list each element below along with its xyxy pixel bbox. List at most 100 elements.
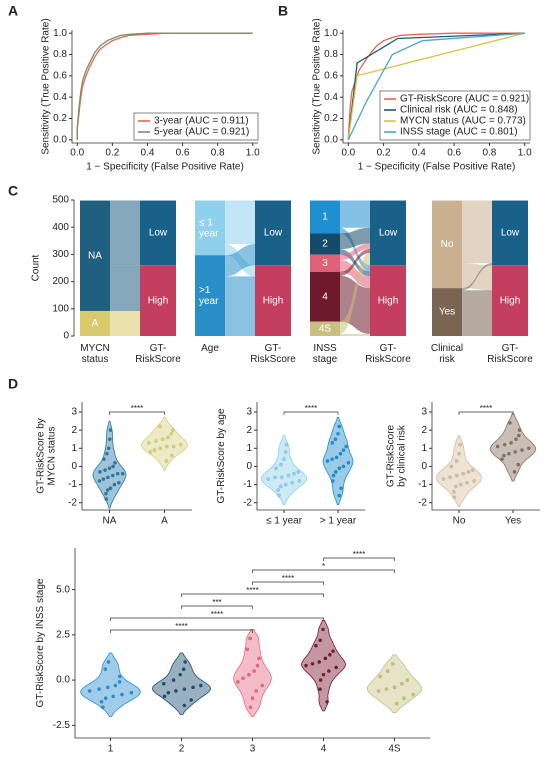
data-point [170,428,175,432]
y-axis-label: GT-RiskScoreby clinical risk [385,424,407,487]
data-point [297,479,302,483]
data-point [169,431,174,436]
stratum-label: >1 year [199,285,219,307]
stratum [310,233,340,255]
x-tick-label: Yes [505,516,521,527]
data-point [286,473,291,478]
axis-label-line: GT- [265,343,282,354]
y-tick-label: 0 [246,461,252,472]
violin [436,435,482,507]
data-point [334,455,339,460]
data-point [171,444,176,449]
x-tick-label: 1.0 [246,148,260,159]
data-point [161,681,166,686]
y-axis-label-line: GT-RiskScore by INSS stage [35,578,46,707]
stratum [255,265,291,336]
data-point [466,470,471,474]
data-point [304,663,308,668]
y-axis-label: GT-RiskScore by age [216,408,227,503]
data-point [108,486,113,491]
data-point [514,437,518,442]
significance-label: **** [131,404,143,413]
data-point [189,698,194,702]
significance-label: **** [211,610,223,619]
data-point [257,656,261,661]
data-point [454,473,459,478]
data-point [247,672,251,677]
flow [225,244,255,277]
legend-box [379,90,531,141]
flow [110,265,140,311]
data-point [154,439,158,443]
y-tick-label: 0.0 [324,134,338,145]
data-point [255,663,260,668]
data-point [252,669,256,673]
axis-label: GT-RiskScore [135,343,181,365]
y-axis-label: GT-RiskScore by INSS stage [35,578,46,707]
violin [489,413,537,482]
stratum-label: High [263,295,284,306]
data-point [517,428,522,432]
data-point [330,479,335,483]
stratum [310,254,340,272]
x-tick-label: 1.0 [518,148,532,159]
data-point [325,459,330,463]
data-point [120,692,124,697]
data-point [400,681,404,686]
x-tick-label: 0.6 [176,148,190,159]
y-tick-label: 0 [71,461,77,472]
y-tick-label: 1 [71,443,77,454]
data-point [453,484,458,489]
significance-label: *** [212,598,221,607]
x-tick-label: 0.4 [140,148,154,159]
data-point [148,450,153,454]
y-tick-label: 5.0 [56,584,70,595]
data-point [441,477,446,481]
data-point [337,466,342,471]
axis-label: MYCN status [80,343,109,365]
data-point [339,486,343,491]
data-point [318,638,323,643]
y-tick-label: 100 [52,303,69,314]
data-point [331,473,336,478]
data-point [105,488,110,492]
axis-label-line: INSS [313,343,337,354]
data-point [325,699,329,704]
data-point [101,477,106,481]
x-tick-label: 0.4 [412,148,426,159]
data-point [274,466,278,471]
data-point [384,687,389,691]
data-point [103,696,108,701]
y-tick-label: 1 [246,443,252,454]
stratum-label: High [500,295,521,306]
significance-bracket [458,411,514,415]
stratum-label: Low [149,228,168,239]
flow [340,243,370,261]
data-point [284,442,289,447]
axis-label: GT-RiskScore [250,343,296,365]
data-point [326,669,331,673]
y-tick-label: 1.0 [53,28,67,39]
flow [340,253,370,334]
x-tick-label: NA [103,516,117,527]
data-point [520,448,524,452]
data-point [390,661,395,666]
x-tick-label: 2 [179,744,185,755]
data-point [526,446,531,451]
y-axis-label: Count [31,254,42,281]
data-point [117,680,122,684]
significance-bracket [252,569,395,573]
stratum-label: A [92,318,99,329]
data-point [104,491,108,496]
data-point [106,475,110,480]
stratum-label-line: year [199,228,219,239]
data-point [198,683,203,688]
stratum [310,321,340,336]
stratum-label: 1 [322,212,328,223]
roc-curve [76,32,253,140]
violin [140,417,189,471]
stratum-label: 4S [319,323,332,334]
data-point [516,433,521,438]
data-point [181,667,186,672]
